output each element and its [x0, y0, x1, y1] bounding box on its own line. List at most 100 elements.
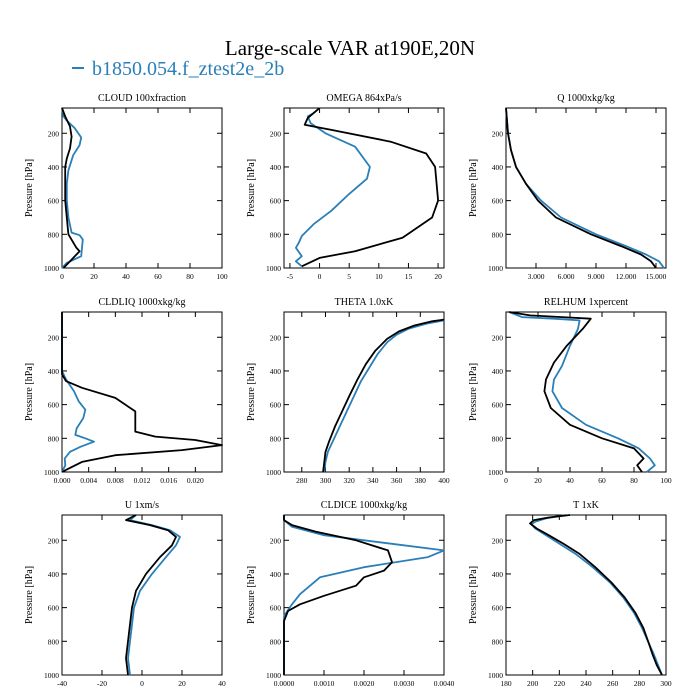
y-axis-label: Pressure [hPa]	[468, 566, 479, 624]
series-line-run	[508, 311, 656, 473]
y-tick-label: 600	[270, 401, 282, 410]
plot-frame	[61, 514, 223, 676]
x-tick-label: 60	[598, 476, 606, 485]
y-tick-label: 1000	[44, 264, 59, 273]
y-tick-label: 400	[270, 570, 282, 579]
x-tick-label: 0	[504, 476, 508, 485]
series-line-run	[323, 319, 445, 473]
panel-title: CLDLIQ 1000xkg/kg	[99, 297, 186, 308]
panel-title: U 1xm/s	[125, 500, 159, 511]
panel-title: RELHUM 1xpercent	[544, 297, 628, 308]
y-axis-label: Pressure [hPa]	[246, 159, 257, 217]
x-tick-label: 20	[178, 679, 186, 688]
plot-frame	[283, 107, 445, 269]
x-tick-label: 220	[554, 679, 566, 688]
x-tick-label: 100	[216, 272, 228, 281]
x-tick-label: 20	[434, 272, 442, 281]
y-axis-label: Pressure [hPa]	[246, 566, 257, 624]
y-tick-label: 400	[48, 570, 60, 579]
y-tick-label: 200	[48, 333, 60, 342]
y-tick-label: 800	[48, 230, 60, 239]
y-tick-label: 600	[270, 197, 282, 206]
y-tick-label: 1000	[488, 468, 503, 477]
y-tick-label: 800	[492, 434, 504, 443]
x-tick-label: 9.000	[588, 272, 605, 281]
y-axis-label: Pressure [hPa]	[24, 363, 35, 421]
panel-1: CLOUD 100xfraction Pressure [hPa] 0 20 40 60 8…	[24, 93, 228, 281]
series-line-reference	[505, 107, 657, 269]
x-tick-label: 100	[660, 476, 672, 485]
x-tick-label: 360	[391, 476, 403, 485]
x-tick-label: 0.004	[80, 476, 97, 485]
panel-title: CLOUD 100xfraction	[98, 93, 186, 104]
x-tick-label: 0.008	[107, 476, 124, 485]
panel-7: U 1xm/s Pressure [hPa] -40 -20 0 20 40 200 400 60…	[24, 500, 226, 688]
x-tick-label: 300	[660, 679, 672, 688]
x-tick-label: 40	[218, 679, 226, 688]
x-tick-label: 0.000	[54, 476, 71, 485]
x-tick-label: 15	[405, 272, 413, 281]
x-tick-label: -20	[97, 679, 107, 688]
y-tick-label: 1000	[488, 264, 503, 273]
y-tick-label: 600	[270, 604, 282, 613]
y-tick-label: 600	[492, 604, 504, 613]
y-tick-label: 400	[492, 570, 504, 579]
y-tick-label: 800	[270, 637, 282, 646]
x-tick-label: 80	[186, 272, 194, 281]
x-tick-label: 180	[500, 679, 512, 688]
x-tick-label: 0	[60, 272, 64, 281]
x-tick-label: 0.0030	[394, 679, 415, 688]
plot-frame	[505, 107, 667, 269]
x-tick-label: 5	[347, 272, 351, 281]
x-tick-label: 20	[534, 476, 542, 485]
x-tick-label: 280	[634, 679, 646, 688]
y-tick-label: 400	[48, 163, 60, 172]
x-tick-label: -40	[57, 679, 67, 688]
panel-5: THETA 1.0xK Pressure [hPa] 280 300 320 340 360…	[246, 297, 450, 485]
legend-dash-icon	[72, 67, 84, 70]
x-tick-label: 0.020	[187, 476, 204, 485]
plot-frame	[505, 514, 667, 676]
panel-2: OMEGA 864xPa/s Pressure [hPa] -5 0 5 10 15 20 20…	[246, 93, 445, 281]
y-tick-label: 200	[492, 536, 504, 545]
y-tick-label: 200	[48, 129, 60, 138]
x-tick-label: 6.000	[558, 272, 575, 281]
series-line-reference	[125, 514, 177, 676]
x-tick-label: 20	[90, 272, 98, 281]
y-tick-label: 800	[270, 434, 282, 443]
x-tick-label: -5	[287, 272, 293, 281]
x-tick-label: 260	[607, 679, 619, 688]
x-tick-label: 3.000	[528, 272, 545, 281]
figure-title: Large-scale VAR at190E,20N	[224, 36, 476, 60]
y-tick-label: 200	[270, 536, 282, 545]
y-tick-label: 1000	[266, 264, 281, 273]
y-tick-label: 800	[48, 637, 60, 646]
series-line-run	[283, 515, 445, 675]
y-tick-label: 1000	[44, 468, 59, 477]
y-tick-label: 200	[492, 333, 504, 342]
panel-title: T 1xK	[573, 500, 599, 511]
y-tick-label: 400	[270, 367, 282, 376]
y-tick-label: 600	[492, 401, 504, 410]
panel-title: THETA 1.0xK	[335, 297, 394, 308]
x-tick-label: 60	[154, 272, 162, 281]
y-tick-label: 800	[270, 230, 282, 239]
x-tick-label: 0.0040	[434, 679, 455, 688]
x-tick-label: 380	[415, 476, 427, 485]
series-line-reference	[61, 312, 223, 473]
y-tick-label: 200	[48, 536, 60, 545]
y-tick-label: 1000	[266, 468, 281, 477]
x-tick-label: 0.012	[134, 476, 151, 485]
y-tick-label: 800	[492, 637, 504, 646]
x-tick-label: 280	[296, 476, 308, 485]
series-line-reference	[322, 318, 445, 473]
y-axis-label: Pressure [hPa]	[246, 363, 257, 421]
x-tick-label: 0.016	[160, 476, 177, 485]
x-tick-label: 40	[122, 272, 130, 281]
series-line-run	[530, 514, 663, 676]
series-line-run	[295, 107, 371, 267]
y-axis-label: Pressure [hPa]	[24, 159, 35, 217]
series-line-reference	[283, 515, 393, 675]
x-tick-label: 12.000	[616, 272, 637, 281]
